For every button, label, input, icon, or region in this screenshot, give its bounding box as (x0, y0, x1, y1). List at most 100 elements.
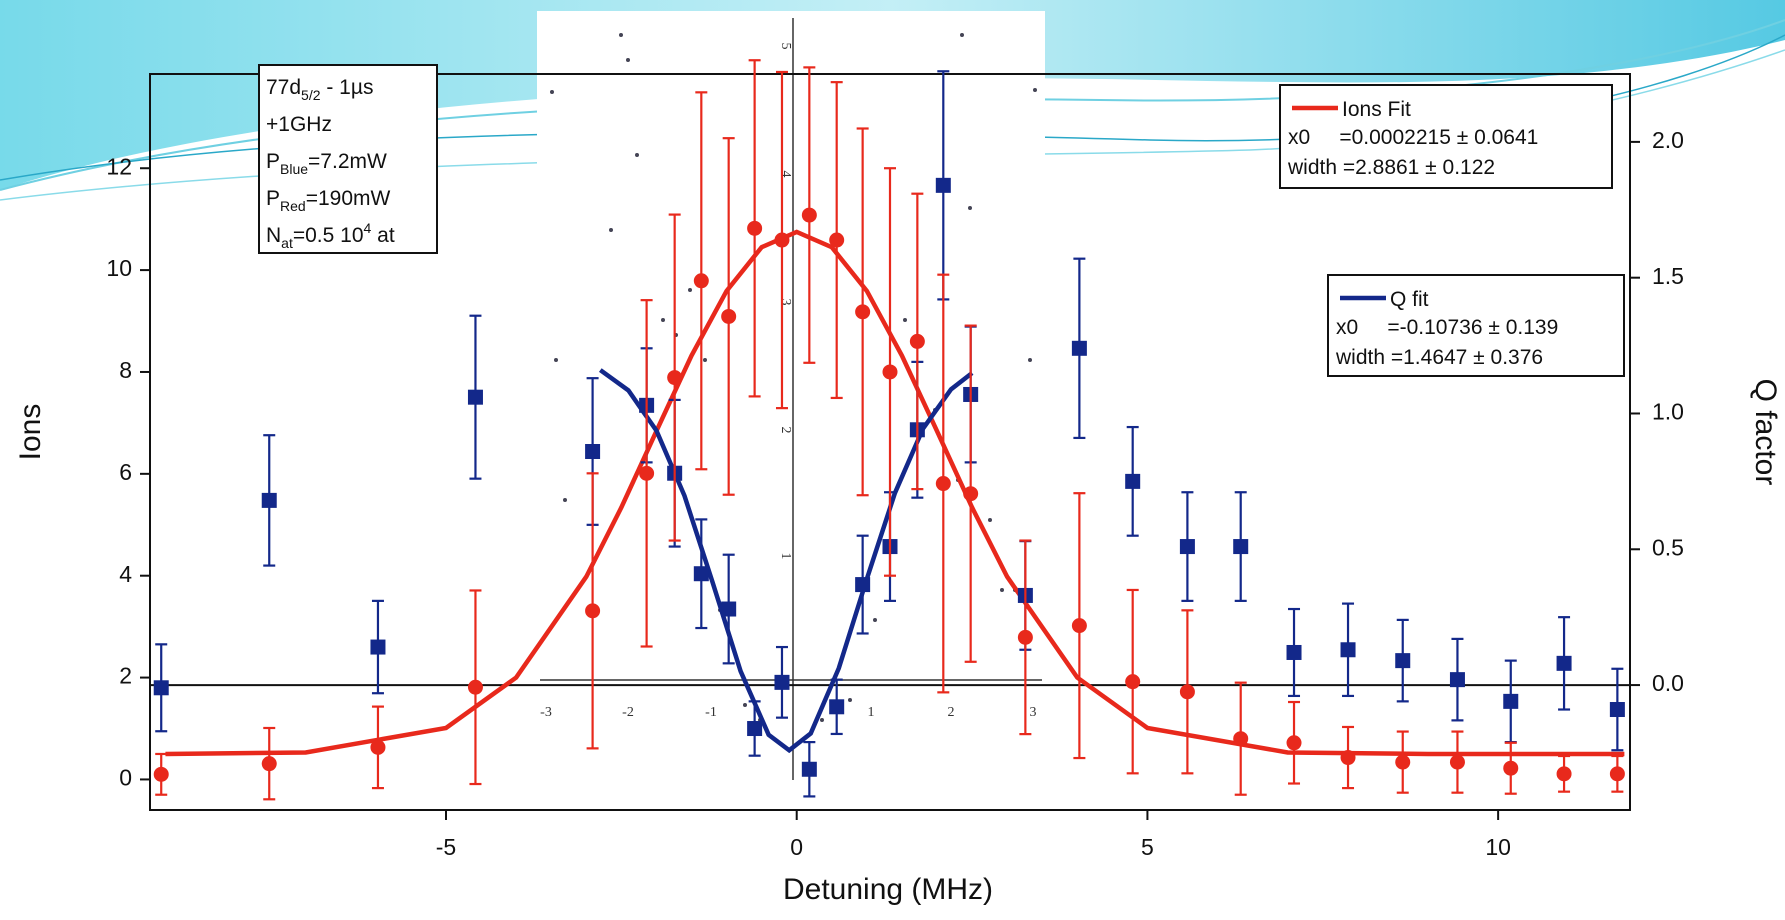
data-point (1286, 644, 1302, 660)
data-point (467, 389, 483, 405)
x-tick-label: -5 (436, 834, 456, 860)
data-point (1071, 618, 1087, 634)
x-tick-label: 0 (790, 834, 803, 860)
annotation-box (258, 64, 438, 254)
annotation-line: 77d5/2 - 1µs (266, 76, 373, 103)
data-point (1233, 539, 1249, 555)
inset-y-label: 3 (778, 299, 793, 306)
x-tick-label: 5 (1141, 834, 1154, 860)
annotation-text: =7.2mW (308, 150, 387, 173)
data-point (1556, 766, 1572, 782)
data-point (1503, 693, 1519, 709)
data-point (1179, 684, 1195, 700)
fit-line (598, 368, 974, 754)
legend-info: width =1.4647 ± 0.376 (1335, 346, 1543, 369)
y2-tick-label: 1.0 (1652, 399, 1684, 425)
annotation-text: 77d (266, 76, 301, 99)
data-point (1340, 750, 1356, 766)
legend-box (1279, 84, 1613, 189)
annotation-sub: Blue (280, 161, 308, 177)
annotation-text: P (266, 187, 280, 210)
annotation-text: +1GHz (266, 113, 332, 136)
legend-info: x0 =-0.10736 ± 0.139 (1336, 316, 1558, 339)
data-point (1449, 754, 1465, 770)
inset-image (537, 11, 1045, 785)
legend-info: x0 =0.0002215 ± 0.0641 (1288, 126, 1538, 149)
data-point (1071, 340, 1087, 356)
data-point (261, 492, 277, 508)
annotation-sub: 5/2 (301, 87, 321, 103)
data-point (1395, 754, 1411, 770)
data-point (909, 333, 925, 349)
data-point (1125, 473, 1141, 489)
annotation-sub: Red (280, 198, 306, 214)
y-tick-label: 10 (106, 255, 132, 281)
annotation-text: =190mW (306, 187, 391, 210)
annotation-text: N (266, 224, 281, 247)
data-point (1503, 760, 1519, 776)
annotation-text: at (371, 224, 395, 247)
inset-x-label: 3 (1030, 705, 1037, 720)
data-point (1233, 731, 1249, 747)
data-point (153, 766, 169, 782)
data-point (829, 699, 845, 715)
y-tick-label: 0 (119, 765, 132, 791)
data-point (801, 207, 817, 223)
annotation-text: P (266, 150, 280, 173)
inset-x-label: 1 (868, 705, 875, 720)
legend-label: Ions Fit (1342, 98, 1411, 121)
data-point (721, 308, 737, 324)
inset-x-label: -1 (705, 705, 717, 720)
data-point (693, 566, 709, 582)
data-point (747, 220, 763, 236)
annotation-text: - 1µs (321, 76, 374, 99)
data-point (1017, 629, 1033, 645)
data-point (1556, 655, 1572, 671)
inset-y-label: 4 (778, 171, 793, 178)
y-tick-label: 8 (119, 357, 132, 383)
data-point (963, 486, 979, 502)
inset-y-label: 2 (778, 427, 793, 434)
data-point (774, 232, 790, 248)
inset-y-label: 1 (778, 553, 793, 560)
data-point (639, 465, 655, 481)
annotation-line: PRed=190mW (266, 187, 390, 214)
annotation-line: Nat=0.5 104 at (266, 220, 395, 251)
data-point (693, 273, 709, 289)
data-point (261, 756, 277, 772)
y2-tick-label: 1.5 (1652, 263, 1684, 289)
data-point (1286, 735, 1302, 751)
y-tick-label: 12 (106, 153, 132, 179)
data-point (829, 232, 845, 248)
data-point (774, 674, 790, 690)
data-point (882, 364, 898, 380)
data-point (855, 577, 871, 593)
legend-box (1327, 274, 1625, 377)
data-point (585, 444, 601, 460)
data-point (721, 601, 737, 617)
data-point (467, 679, 483, 695)
y2-tick-label: 2.0 (1652, 127, 1684, 153)
data-point (1449, 672, 1465, 688)
data-point (1609, 702, 1625, 718)
data-point (935, 177, 951, 193)
data-point (1125, 674, 1141, 690)
y2-axis-label: Q factor (1749, 379, 1782, 486)
data-point (1395, 653, 1411, 669)
data-point (667, 370, 683, 386)
x-tick-label: 10 (1485, 834, 1511, 860)
y-tick-label: 2 (119, 663, 132, 689)
data-point (1609, 766, 1625, 782)
inset-x-label: 2 (948, 705, 955, 720)
legend-label: Q fit (1390, 288, 1429, 311)
annotation-text: =0.5 10 (293, 224, 364, 247)
x-axis-label: Detuning (MHz) (783, 873, 993, 906)
annotation-sub: at (281, 235, 293, 251)
y-tick-label: 4 (119, 561, 132, 587)
inset-y-label: 5 (778, 43, 793, 50)
inset-x-label: -3 (540, 705, 552, 720)
data-point (747, 721, 763, 737)
data-point (935, 476, 951, 492)
